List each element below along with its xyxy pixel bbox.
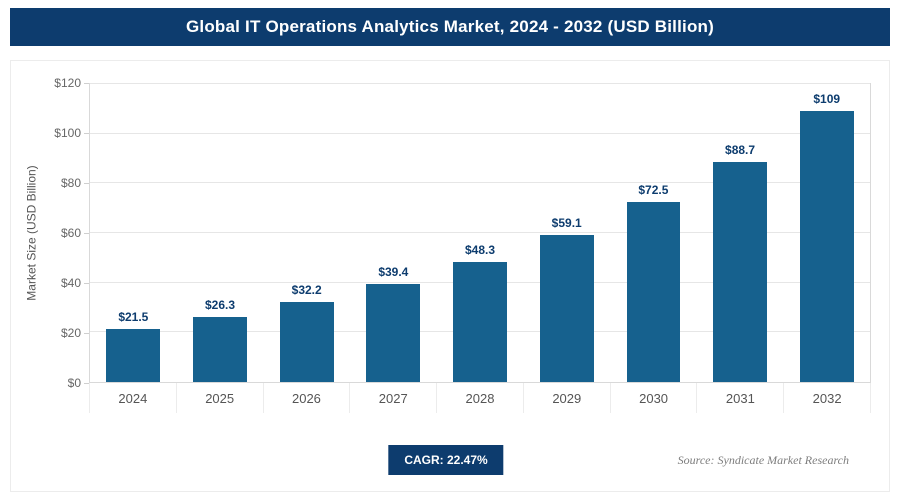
x-axis-label-2030: 2030 [611,383,698,413]
source-text: Source: Syndicate Market Research [677,453,849,467]
y-tick-label: $20 [60,326,90,340]
bar-cell-2024: $21.5 [90,84,177,382]
bar-value-label: $26.3 [204,297,236,312]
x-axis-label-2031: 2031 [697,383,785,413]
bar-value-label: $39.4 [378,265,409,280]
x-axis-labels: 2024 2025 2026 2027 2028 2029 2030 2031 2032 [89,383,872,413]
bar-2027 [366,284,421,382]
y-axis-title: Market Size (USD Billion) [25,165,39,301]
y-axis-title-container: Market Size (USD Billion) [21,83,43,383]
y-tick-label: $80 [60,176,90,190]
bar-cell-2025: $26.3 [177,84,264,382]
bar-cell-2029: $59.1 [523,84,610,382]
bar-2029 [539,235,594,382]
plot-column: $21.5 $26.3 $32.2 $39.4 $48.3 $59.1 $72.5 $88.7… [89,83,872,413]
bar-cell-2028: $48.3 [437,84,524,382]
y-tick-label: $120 [54,76,89,90]
gridline [90,132,870,134]
x-axis-label-2027: 2027 [350,383,438,413]
chart-title: Global IT Operations Analytics Market, 2… [186,17,714,36]
gridline [90,182,870,184]
bar-value-label: $21.5 [118,309,149,324]
bar-cell-2026: $32.2 [263,84,350,382]
bar-2032 [799,111,854,382]
bar-cell-2031: $88.7 [697,84,784,382]
bar-value-label: $48.3 [465,243,496,258]
bar-2028 [453,262,507,382]
plot-area: $21.5 $26.3 $32.2 $39.4 $48.3 $59.1 $72.5 $88.7… [89,83,871,383]
bar-cell-2032: $109 [783,84,870,382]
bar-2026 [279,302,334,382]
bars-container: $21.5 $26.3 $32.2 $39.4 $48.3 $59.1 $72.5 $88.7… [90,84,870,382]
x-axis-label-2028: 2028 [437,383,524,413]
y-axis-ticks: $0 $20 $40 $60 $80 $100 $120 [43,76,90,390]
bar-value-label: $72.5 [638,182,669,197]
x-axis-label-2032: 2032 [784,383,872,413]
bar-value-label: $88.7 [725,142,756,157]
y-tick-label: $40 [60,276,90,290]
x-axis-label-2026: 2026 [264,383,351,413]
y-tick-label: $100 [54,126,89,140]
y-tick-label: $60 [60,226,90,240]
x-axis-label-2029: 2029 [524,383,611,413]
bar-value-label: $109 [813,92,841,107]
gridline [90,83,870,84]
y-tick-label: $0 [67,376,90,390]
cagr-badge: CAGR: 22.47% [388,445,504,475]
bar-cell-2027: $39.4 [350,84,437,382]
x-axis-label-2025: 2025 [177,383,264,413]
chart-area: Market Size (USD Billion) $0 $20 $40 $60 $80… [21,76,872,413]
bar-2024 [106,328,161,382]
chart-panel: Market Size (USD Billion) $0 $20 $40 $60 $80… [10,60,890,492]
bar-value-label: $32.2 [291,283,322,298]
bar-cell-2030: $72.5 [610,84,697,382]
chart-title-bar: Global IT Operations Analytics Market, 2… [10,8,890,46]
gridline [90,232,870,233]
bar-2025 [193,316,247,382]
bar-2031 [713,161,767,382]
x-axis-label-2024: 2024 [90,383,177,413]
bar-2030 [626,201,681,382]
chart-footer: CAGR: 22.47% Source: Syndicate Market Re… [21,445,871,481]
bar-value-label: $59.1 [551,216,582,231]
